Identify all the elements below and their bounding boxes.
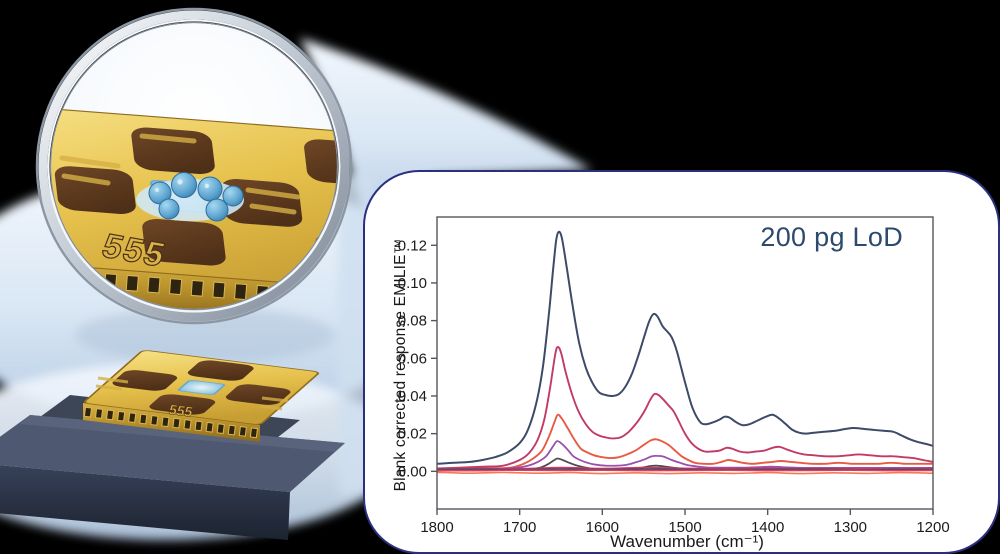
chip-pin <box>128 412 137 424</box>
chip-pin <box>106 409 115 421</box>
x-tick-label: 1300 <box>834 519 867 536</box>
x-tick-label: 1200 <box>916 519 949 536</box>
chip-pin <box>190 279 204 297</box>
chip-pin <box>227 424 236 436</box>
chip-pins-small <box>83 406 259 439</box>
chip-pin <box>233 283 248 301</box>
chip-engraving-marks <box>59 133 301 215</box>
chip-pin <box>125 274 139 292</box>
chip-pin <box>194 420 203 432</box>
y-axis-label: Blank corrected response EMILIE™ <box>392 238 409 492</box>
y-tick-label: 0.12 <box>398 237 427 254</box>
x-tick-label: 1400 <box>751 519 784 536</box>
chip-marking: 555 <box>167 401 194 419</box>
spectra-chart: 1800 1700 1600 1500 1400 1300 1200 0.00 0.02 0.04… <box>398 216 950 536</box>
chip-pin <box>139 413 148 425</box>
magnifier-inset: 555 <box>35 7 353 325</box>
spectrum-curve-4 <box>436 440 933 471</box>
chip-pin <box>161 416 170 428</box>
y-tick-label: 0.00 <box>398 463 427 480</box>
spectrum-curve-2 <box>436 346 934 470</box>
chip-engraving-marks <box>259 396 289 411</box>
sensor-chip-small: 555 <box>83 350 320 442</box>
x-tick-label: 1600 <box>586 519 619 536</box>
chip-pin <box>238 426 247 437</box>
sample-crystals <box>136 172 244 222</box>
result-card: 1800 1700 1600 1500 1400 1300 1200 0.00 0.02 0.04… <box>363 170 1000 554</box>
chip-pin <box>172 417 181 429</box>
lod-annotation: 200 pg LoD <box>760 222 903 252</box>
y-tick-label: 0.06 <box>398 350 427 367</box>
y-tick-label: 0.10 <box>398 275 427 292</box>
y-tick-label: 0.02 <box>398 426 427 443</box>
spectrum-curve-1-highest <box>436 230 934 465</box>
spectrum-curve-6-baseline <box>436 466 934 470</box>
spectrum-curve-9-baseline <box>436 471 934 475</box>
x-tick-label: 1800 <box>420 519 453 536</box>
y-tick-label: 0.04 <box>398 388 427 405</box>
chip-pin <box>83 406 93 418</box>
spectrum-curve-3 <box>436 413 933 472</box>
chip-pin <box>183 419 192 430</box>
chip-pin <box>117 410 126 422</box>
chip-pin <box>212 281 226 299</box>
chip-pin <box>150 415 159 426</box>
x-tick-label: 1500 <box>668 519 701 536</box>
chip-pin <box>216 423 225 435</box>
chip-pin <box>94 408 104 419</box>
chip-pin <box>147 276 161 294</box>
x-axis-label: Wavenumber (cm⁻¹) <box>610 532 764 551</box>
chip-pin <box>249 427 259 439</box>
chip-engraving-marks <box>95 376 129 391</box>
magnifier-ring <box>35 7 353 325</box>
chip-pin <box>205 421 214 433</box>
x-tick-label: 1700 <box>503 519 536 536</box>
chip-pin <box>168 278 183 296</box>
y-tick-label: 0.08 <box>398 313 427 330</box>
